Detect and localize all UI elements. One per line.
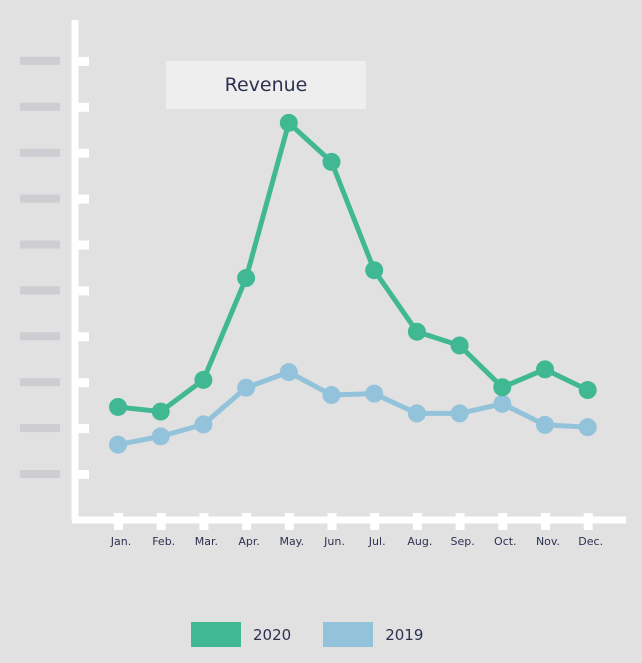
y-tick: [75, 286, 89, 296]
chart-title-box: Revenue: [166, 61, 366, 109]
data-point-2020: [194, 370, 213, 389]
x-tick-label: Jul.: [368, 535, 386, 548]
x-tick-label: Sep.: [450, 535, 474, 548]
x-tick-label: Feb.: [152, 535, 175, 548]
y-tick: [75, 424, 89, 434]
data-point-2019: [237, 378, 256, 397]
y-tick: [75, 194, 89, 204]
data-point-2019: [536, 415, 554, 434]
y-tick: [75, 56, 89, 66]
x-tick-label: Mar.: [195, 535, 218, 548]
y-tick-label-obscured: [20, 148, 60, 157]
x-tick: [284, 513, 294, 530]
series-2019: [109, 363, 597, 454]
y-tick: [75, 378, 89, 388]
x-tick: [498, 513, 508, 530]
x-tick-label: Aug.: [407, 535, 432, 548]
y-axis-ticks: [20, 56, 89, 479]
x-tick: [114, 513, 123, 530]
data-point-2020: [237, 269, 256, 288]
data-point-2019: [493, 394, 512, 413]
y-tick: [75, 470, 89, 479]
x-tick-label: Jun.: [323, 535, 345, 548]
y-tick: [75, 332, 89, 342]
y-tick-label-obscured: [20, 240, 60, 249]
y-tick-label-obscured: [20, 378, 60, 387]
x-tick: [199, 513, 209, 530]
x-tick-label: Jan.: [110, 535, 131, 548]
data-point-2020: [322, 152, 341, 171]
x-tick-label: Dec.: [578, 535, 603, 548]
y-tick: [75, 240, 89, 250]
legend-label-2019: 2019: [385, 625, 424, 644]
data-point-2020: [109, 397, 127, 416]
x-tick: [455, 513, 465, 530]
x-tick: [541, 513, 550, 530]
data-point-2020: [493, 378, 512, 397]
x-axis-ticks: [114, 513, 593, 530]
data-point-2019: [407, 404, 426, 423]
data-point-2019: [151, 427, 170, 446]
data-point-2019: [194, 415, 213, 434]
data-point-2020: [279, 113, 298, 132]
data-point-2019: [279, 363, 298, 382]
data-point-2020: [151, 402, 170, 421]
x-tick: [583, 513, 593, 530]
y-tick: [75, 148, 89, 158]
x-tick-label: May.: [279, 535, 304, 548]
data-point-2020: [407, 322, 426, 341]
x-tick: [156, 513, 166, 530]
y-tick-label-obscured: [20, 194, 60, 203]
y-tick-label-obscured: [20, 56, 60, 65]
data-point-2020: [365, 261, 384, 280]
series-line-2020: [115, 120, 591, 415]
y-tick-label-obscured: [20, 332, 60, 341]
y-tick: [75, 102, 89, 112]
legend-label-2020: 2020: [253, 625, 292, 644]
x-axis-labels: Jan. Feb. Mar. Apr. May. Jun. Jul. Aug. Sep. Oct.…: [110, 535, 603, 548]
y-tick-label-obscured: [20, 102, 60, 111]
legend-item-2019: 2019: [323, 622, 423, 647]
data-point-2019: [365, 384, 384, 403]
x-tick: [327, 513, 337, 530]
data-point-2020: [450, 336, 469, 355]
legend-item-2020: 2020: [191, 622, 291, 647]
chart-title: Revenue: [224, 74, 308, 96]
data-point-2019: [578, 418, 597, 437]
data-point-2020: [536, 360, 554, 379]
legend-swatch-2020: [191, 622, 241, 647]
x-tick: [242, 513, 252, 530]
x-tick-label: Oct.: [494, 535, 517, 548]
y-tick-label-obscured: [20, 286, 60, 295]
data-point-2019: [450, 404, 469, 423]
series-2020: [109, 113, 597, 421]
x-tick-label: Apr.: [238, 535, 260, 548]
data-point-2019: [109, 435, 127, 454]
data-point-2019: [322, 386, 341, 405]
data-point-2020: [578, 381, 597, 400]
x-tick: [412, 513, 422, 530]
y-tick-label-obscured: [20, 470, 60, 478]
legend-swatch-2019: [323, 622, 374, 647]
series-lines: [109, 113, 597, 454]
legend: 2020 2019: [191, 622, 455, 647]
x-tick-label: Nov.: [536, 535, 560, 548]
x-tick: [370, 513, 380, 530]
y-tick-label-obscured: [20, 424, 60, 433]
